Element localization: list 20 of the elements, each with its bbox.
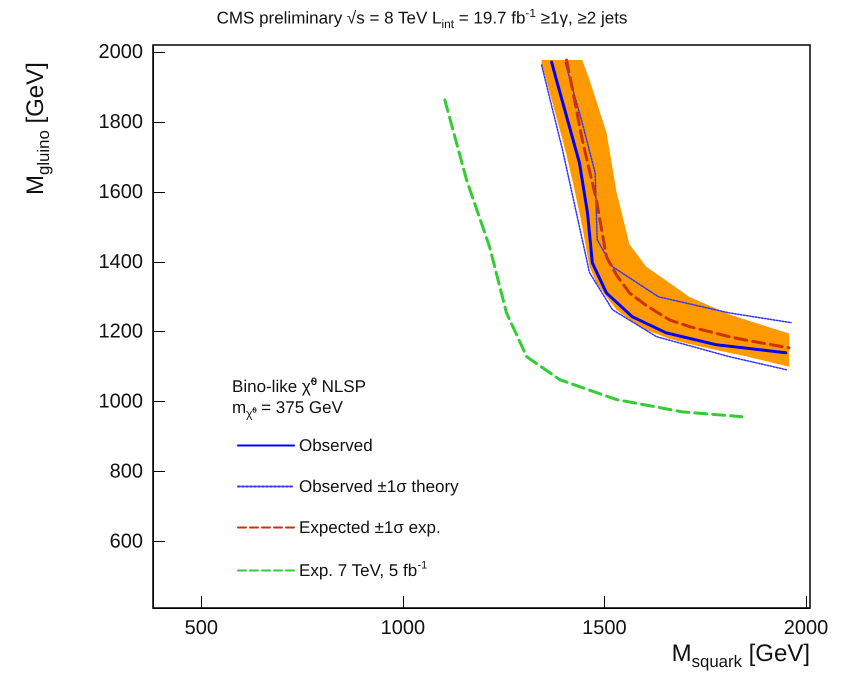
y-tick-label: 1200 <box>98 320 143 343</box>
chart-title: CMS preliminary √s = 8 TeV L$_{int}$ = 19.7 fb$^{-1}$ ≥1γ, ≥2 jets <box>216 6 628 32</box>
x-tick-label: 1500 <box>582 617 627 639</box>
y-tick-label: 1800 <box>98 110 143 133</box>
line-series <box>443 98 744 418</box>
y-tick-label: 600 <box>110 530 143 553</box>
y-tick-label: 1000 <box>98 390 143 413</box>
annotation: m$_{χ̃⁰}$ = 375 GeV <box>232 398 343 420</box>
y-tick-label: 800 <box>110 460 143 483</box>
legend-label: Observed <box>299 436 373 455</box>
y-tick-label: 1600 <box>98 180 143 203</box>
legend-title: Bino-like χ̃⁰ NLSP <box>232 376 366 397</box>
x-axis-title: M$_{squark}$ [GeV] <box>672 640 810 672</box>
legend-label: Expected ±1σ exp. <box>299 518 441 537</box>
y-tick-label: 1400 <box>98 250 143 273</box>
legend-label: Observed ±1σ theory <box>299 477 460 496</box>
x-tick-label: 500 <box>184 617 218 639</box>
y-tick-label: 2000 <box>98 40 143 63</box>
x-tick-label: 1000 <box>380 617 426 639</box>
x-tick-label: 2000 <box>784 617 828 639</box>
